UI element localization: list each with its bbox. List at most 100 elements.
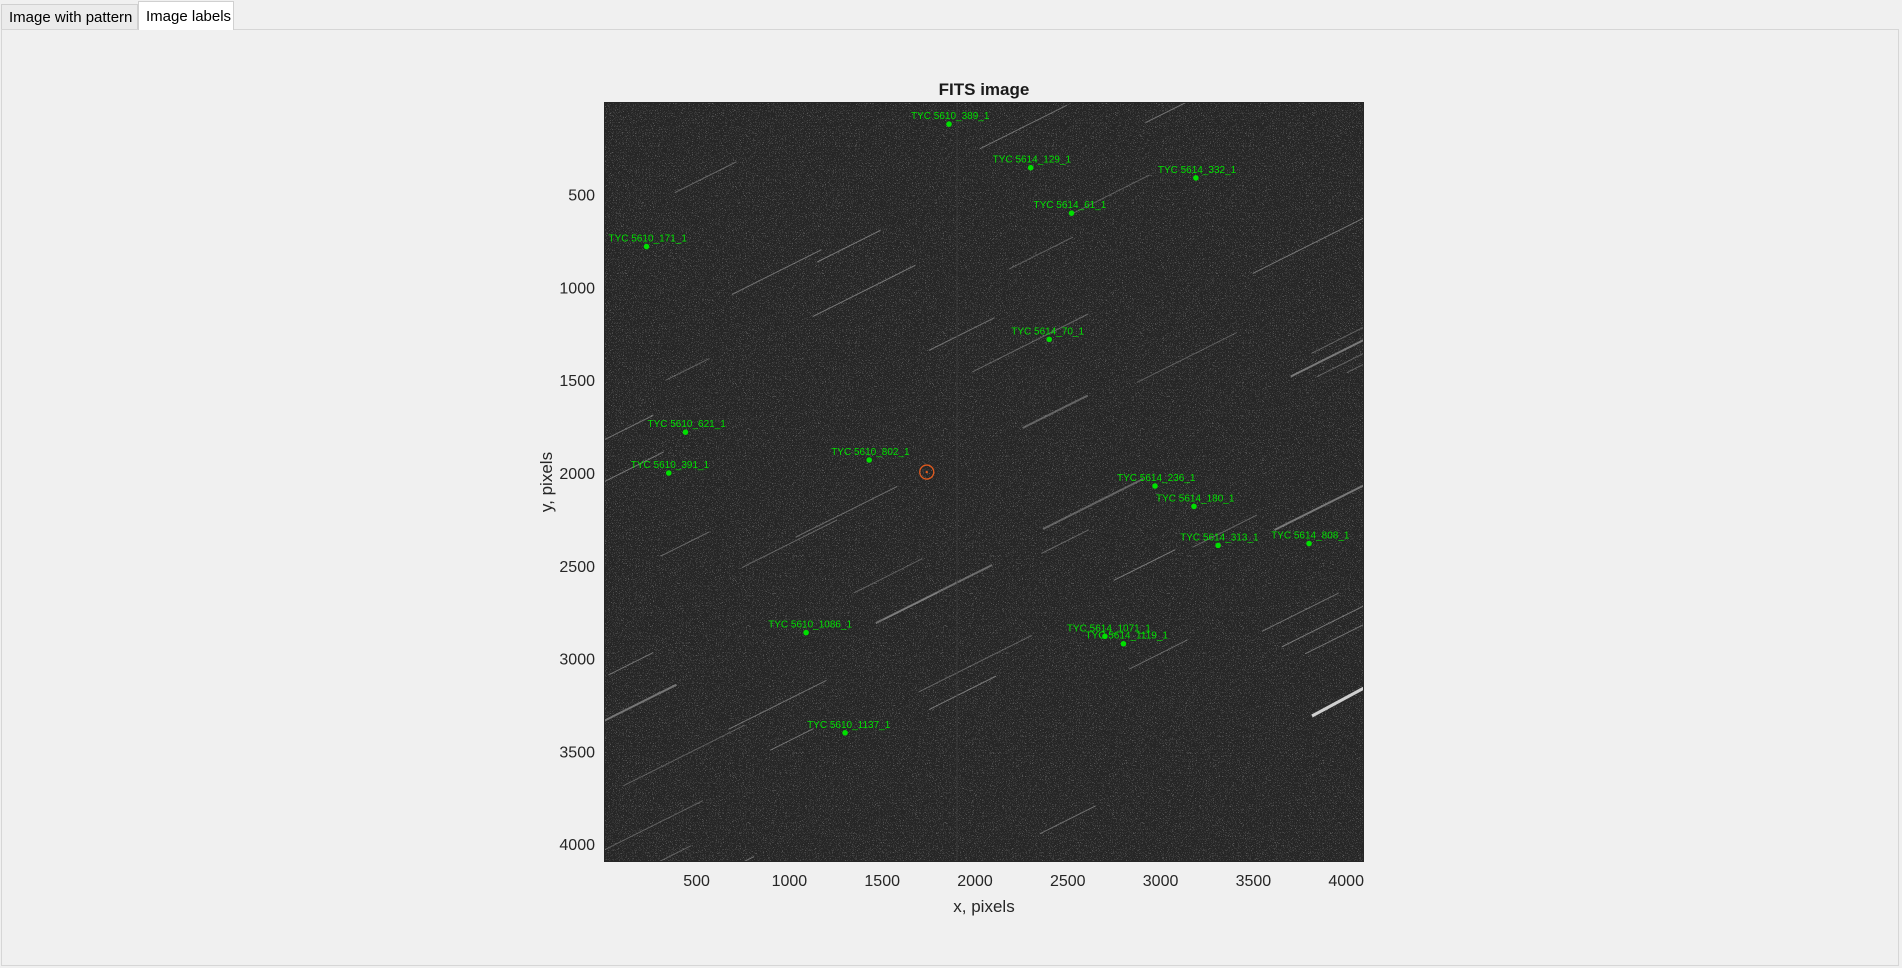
satellite-streak — [1145, 102, 1189, 124]
star-label: TYC 5610_391_1 — [631, 460, 710, 471]
satellite-streak — [1042, 478, 1144, 530]
satellite-streak — [928, 317, 995, 351]
x-tick-label: 1000 — [772, 873, 808, 890]
star-label: TYC 5614_1071_1 — [1067, 623, 1151, 634]
star-marker — [1102, 633, 1108, 640]
star-label: TYC 5614_1119_1 — [1085, 631, 1168, 642]
satellite-streak — [1192, 514, 1258, 548]
chart-title: FITS image — [939, 80, 1030, 99]
satellite-streak — [979, 103, 1069, 150]
star-marker — [682, 429, 689, 435]
satellite-streak — [1008, 236, 1074, 270]
x-tick-label: 3500 — [1236, 873, 1272, 890]
satellite-streak — [604, 414, 654, 441]
y-tick-label: 3500 — [559, 744, 595, 761]
y-tick-label: 1500 — [559, 373, 595, 390]
y-tick-label: 4000 — [559, 837, 595, 854]
star-marker — [1193, 175, 1199, 181]
x-tick-label: 1500 — [864, 873, 900, 890]
star-label: TYC 5610_171_1 — [609, 234, 688, 245]
tab-image-labels[interactable]: Image labels — [138, 1, 234, 30]
star-marker — [866, 457, 873, 463]
satellite-streak — [1346, 363, 1364, 374]
y-tick-label: 2000 — [559, 466, 595, 483]
satellite-streak — [674, 161, 737, 194]
x-tick-label: 2000 — [957, 873, 993, 890]
x-tick-label: 2500 — [1050, 873, 1086, 890]
x-tick-label: 500 — [683, 873, 710, 890]
star-label: TYC 5610_802_1 — [831, 447, 910, 458]
y-axis-label: y, pixels — [537, 452, 556, 512]
x-axis-label: x, pixels — [953, 897, 1014, 916]
star-marker — [643, 243, 650, 250]
satellite-streak — [1039, 805, 1096, 835]
star-label: TYC 5614_236_1 — [1117, 473, 1196, 484]
star-marker — [946, 121, 952, 127]
satellite-streak — [883, 592, 939, 621]
star-marker — [803, 629, 809, 636]
satellite-streak — [1311, 686, 1364, 718]
star-marker — [1027, 164, 1034, 171]
star-marker — [1215, 542, 1221, 549]
star-marker — [1068, 210, 1075, 216]
satellite-streak — [1022, 394, 1089, 429]
tab-bar: Image with pattern Image labels — [0, 0, 1902, 30]
y-axis: 500 1000 1500 2000 2500 3000 3500 4000 — [559, 188, 1364, 854]
satellite-streak — [816, 229, 881, 263]
satellite-streak — [769, 728, 814, 751]
x-tick-label: 3000 — [1143, 873, 1179, 890]
satellite-streak — [1281, 605, 1364, 648]
satellite-streaks — [604, 102, 1364, 862]
star-label: TYC 5610_389_1 — [911, 111, 990, 122]
satellite-streak — [928, 675, 997, 711]
pointing-center-dot — [925, 470, 928, 474]
satellite-streak — [1274, 484, 1364, 531]
star-label: TYC 5614_332_1 — [1158, 165, 1237, 176]
star-label: TYC 5614_70_1 — [1011, 326, 1084, 337]
star-marker — [1046, 336, 1053, 343]
satellite-streak — [665, 357, 710, 381]
star-label: TYC 5614_180_1 — [1156, 493, 1235, 504]
y-tick-label: 500 — [568, 188, 595, 205]
star-marker — [665, 470, 672, 476]
star-label: TYC 5610_1137_1 — [807, 720, 891, 731]
axes-frame — [604, 102, 1364, 862]
satellite-streak — [604, 683, 677, 723]
star-marker — [1191, 503, 1197, 510]
tab-image-with-pattern[interactable]: Image with pattern — [1, 4, 138, 29]
satellite-streak — [657, 845, 691, 862]
satellite-streak — [795, 486, 898, 538]
satellite-streak — [604, 451, 665, 483]
satellite-streak — [741, 519, 838, 569]
star-label: TYC 5614_61_1 — [1034, 200, 1107, 211]
satellite-streak — [604, 800, 703, 851]
satellite-streak — [1261, 592, 1339, 632]
star-label: TYC 5610_1086_1 — [768, 620, 852, 631]
y-tick-label: 1000 — [559, 280, 595, 297]
satellite-streak — [1128, 639, 1188, 670]
satellite-streak — [1041, 529, 1090, 554]
star-label: TYC 5614_313_1 — [1180, 532, 1259, 543]
satellite-streak — [608, 652, 654, 676]
star-markers: TYC 5610_389_1 TYC 5614_129_1 TYC 5614_332… — [609, 111, 1350, 736]
x-axis: 500 1000 1500 2000 2500 3000 3500 4000 — [683, 102, 1364, 890]
satellite-streak — [623, 724, 745, 787]
pointing-center-marker — [919, 464, 935, 480]
image-noise — [604, 102, 1364, 862]
satellite-streak — [918, 634, 1033, 693]
satellite-streak — [812, 264, 916, 317]
satellite-streak — [1290, 338, 1364, 378]
satellite-streak — [660, 531, 710, 557]
satellite-streak — [1070, 174, 1150, 215]
star-marker — [1152, 483, 1158, 489]
satellite-streak — [1136, 331, 1238, 384]
image-axes[interactable]: TYC 5610_389_1 TYC 5614_129_1 TYC 5614_332… — [547, 66, 1423, 917]
y-tick-label: 2500 — [559, 559, 595, 576]
star-label: TYC 5610_621_1 — [647, 419, 726, 430]
satellite-streak — [728, 679, 827, 730]
y-tick-label: 3000 — [559, 652, 595, 669]
star-label: TYC 5614_808_1 — [1271, 531, 1350, 542]
satellite-streak — [1252, 217, 1364, 274]
star-marker — [1120, 640, 1127, 647]
